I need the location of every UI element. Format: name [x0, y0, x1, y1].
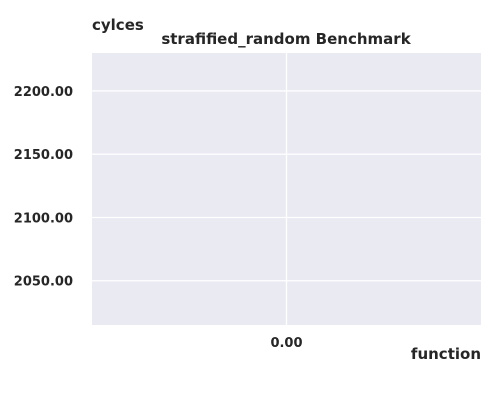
- y-tick-label: 2200.00: [14, 85, 73, 100]
- y-tick-label: 2150.00: [14, 148, 73, 163]
- y-tick-labels: 2050.00 2100.00 2150.00 2200.00: [14, 85, 73, 290]
- x-axis-label: function: [411, 345, 481, 363]
- y-tick-label: 2050.00: [14, 275, 73, 290]
- y-tick-label: 2100.00: [14, 211, 73, 226]
- y-axis-label: cylces: [92, 16, 144, 34]
- x-tick-label: 0.00: [270, 336, 302, 351]
- chart-title: strafified_random Benchmark: [161, 30, 411, 48]
- x-tick-labels: 0.00: [270, 336, 302, 351]
